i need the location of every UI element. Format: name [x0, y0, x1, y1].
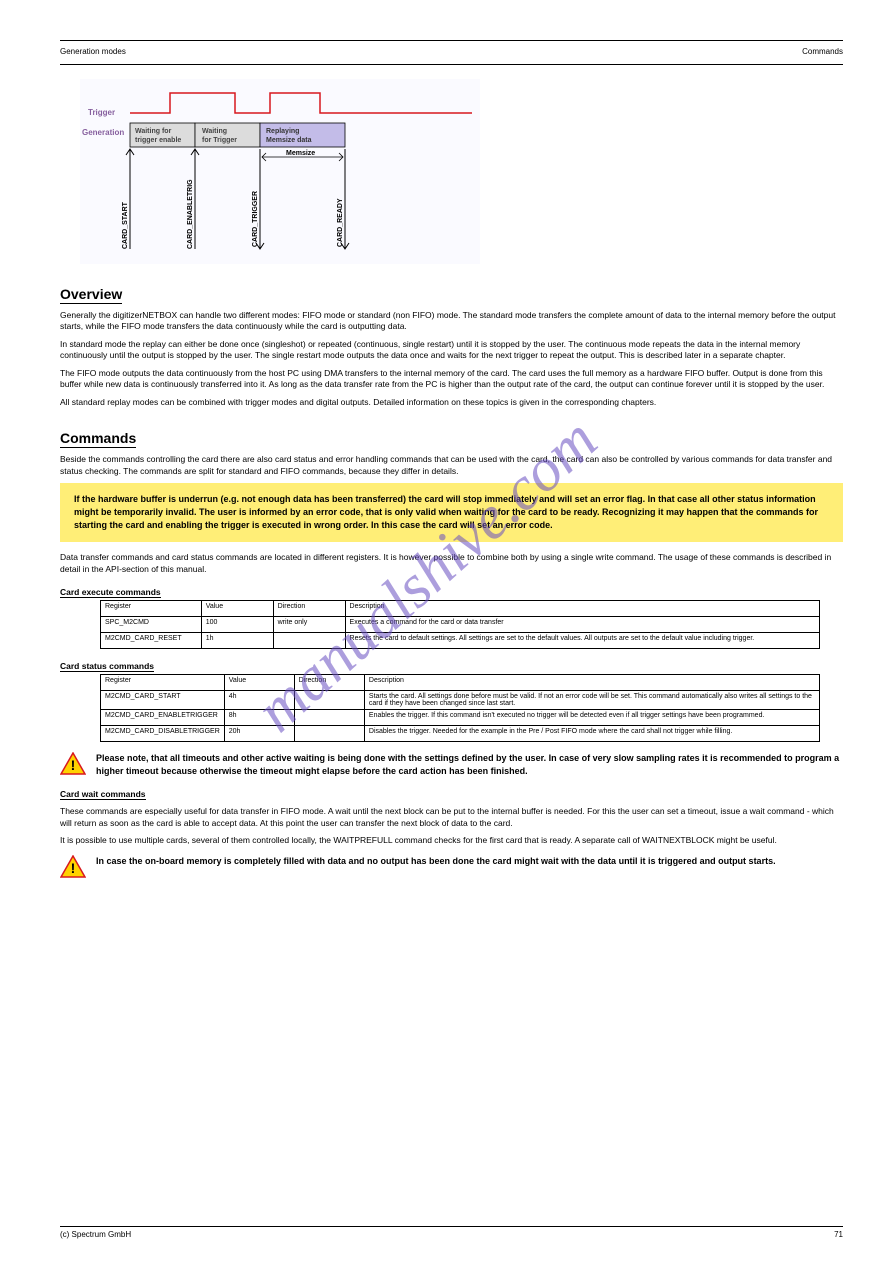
- table-row: M2CMD_CARD_ENABLETRIGGER8hEnables the tr…: [101, 710, 820, 726]
- table-row: SPC_M2CMD100write onlyExecutes a command…: [101, 617, 820, 633]
- footer-left: (c) Spectrum GmbH: [60, 1230, 131, 1239]
- overview-p4: All standard replay modes can be combine…: [60, 397, 843, 408]
- table-exec: Register Value Direction Description SPC…: [100, 600, 820, 649]
- svg-text:CARD_START: CARD_START: [122, 201, 129, 249]
- svg-text:!: !: [71, 860, 76, 876]
- svg-text:CARD_READY: CARD_READY: [337, 198, 344, 247]
- svg-text:trigger enable: trigger enable: [135, 137, 181, 144]
- footer: (c) Spectrum GmbH 71: [60, 1226, 843, 1239]
- commands-p2: Data transfer commands and card status c…: [60, 552, 843, 575]
- svg-text:Waiting for: Waiting for: [135, 128, 172, 135]
- table-row: M2CMD_CARD_RESET1hResets the card to def…: [101, 633, 820, 649]
- svg-text:CARD_TRIGGER: CARD_TRIGGER: [252, 191, 259, 247]
- warning-icon: !: [60, 855, 86, 879]
- card-status-title: Card status commands: [60, 661, 843, 672]
- timing-diagram: Trigger Generation Waiting for trigger e…: [80, 79, 480, 264]
- overview-p3: The FIFO mode outputs the data continuou…: [60, 368, 843, 391]
- card-exec-title: Card execute commands: [60, 587, 843, 598]
- wait-p1: These commands are especially useful for…: [60, 806, 843, 829]
- warning-text-1: Please note, that all timeouts and other…: [96, 752, 843, 777]
- header-left: Generation modes: [60, 47, 126, 56]
- svg-text:Replaying: Replaying: [266, 128, 299, 135]
- table-row: M2CMD_CARD_START4hStarts the card. All s…: [101, 691, 820, 710]
- svg-text:Memsize: Memsize: [286, 150, 315, 157]
- card-wait-title: Card wait commands: [60, 789, 843, 800]
- gen-label: Generation: [82, 128, 124, 137]
- svg-text:Waiting: Waiting: [202, 128, 227, 135]
- commands-p1: Beside the commands controlling the card…: [60, 454, 843, 477]
- warning-text-2: In case the on-board memory is completel…: [96, 855, 843, 868]
- header-right: Commands: [802, 47, 843, 56]
- highlight-box: If the hardware buffer is underrun (e.g.…: [60, 483, 843, 542]
- wait-p2: It is possible to use multiple cards, se…: [60, 835, 843, 846]
- overview-heading: Overview: [60, 286, 843, 304]
- overview-p2: In standard mode the replay can either b…: [60, 339, 843, 362]
- svg-text:for Trigger: for Trigger: [202, 137, 237, 144]
- footer-right: 71: [834, 1230, 843, 1239]
- svg-text:Memsize data: Memsize data: [266, 137, 312, 144]
- svg-text:CARD_ENABLETRIG: CARD_ENABLETRIG: [187, 179, 194, 249]
- table-row: M2CMD_CARD_DISABLETRIGGER20hDisables the…: [101, 726, 820, 742]
- overview-p1: Generally the digitizerNETBOX can handle…: [60, 310, 843, 333]
- trigger-label: Trigger: [88, 108, 115, 117]
- warning-icon: !: [60, 752, 86, 776]
- table-status: Register Value Direction Description M2C…: [100, 674, 820, 742]
- svg-text:!: !: [71, 757, 76, 773]
- commands-heading: Commands: [60, 430, 843, 448]
